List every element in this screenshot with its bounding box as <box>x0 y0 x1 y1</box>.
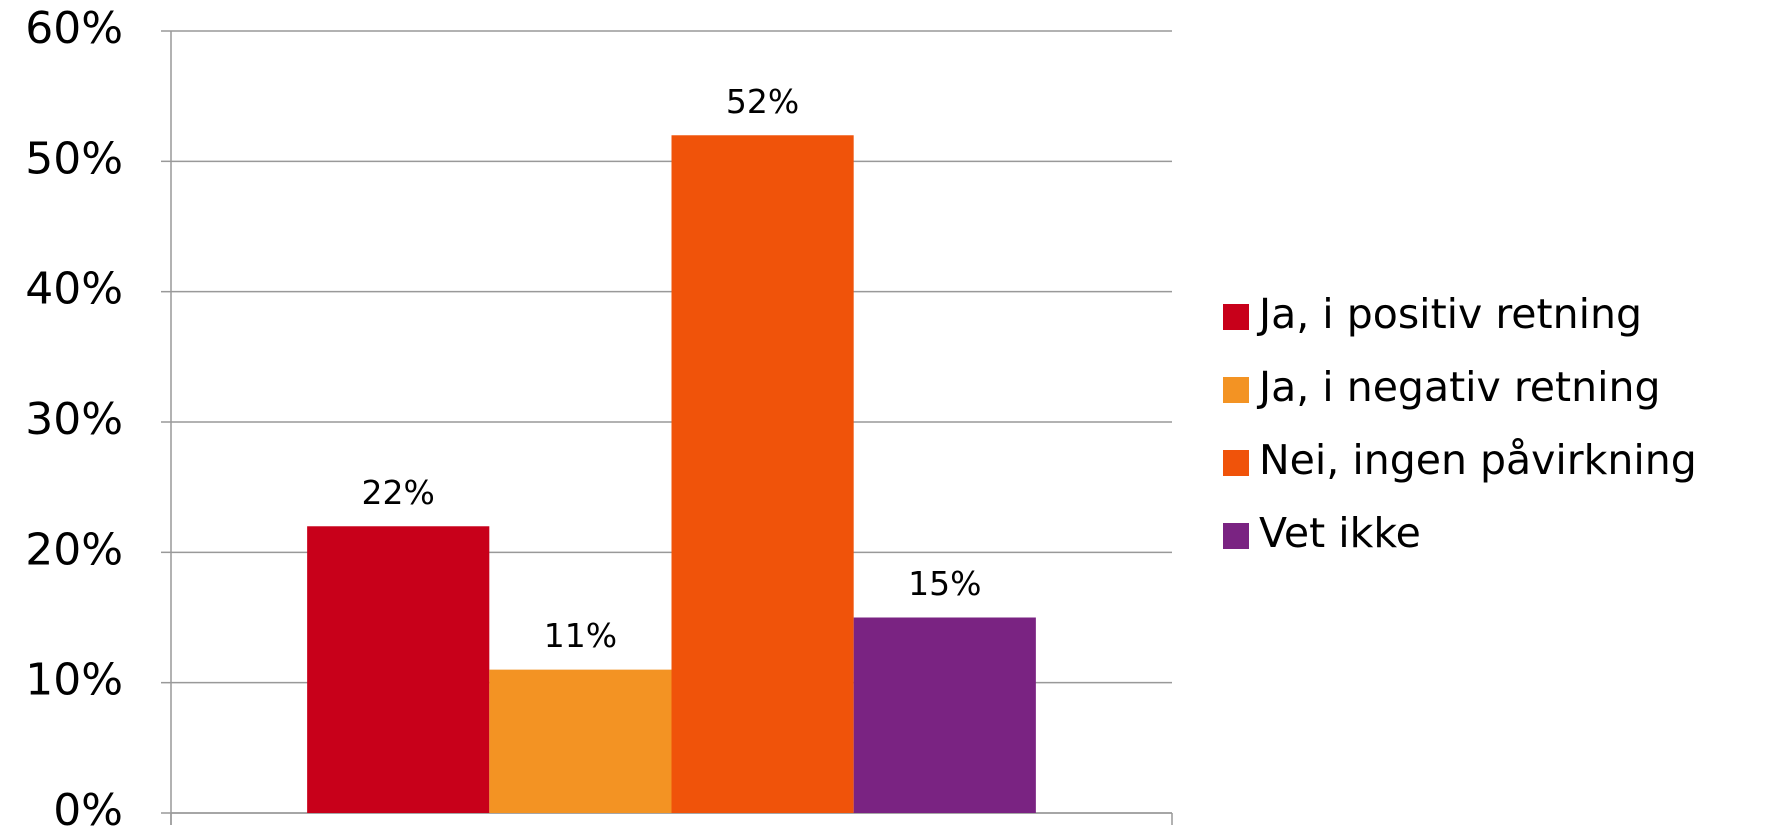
bar <box>307 526 490 813</box>
y-tick-label: 0% <box>53 785 123 829</box>
bar <box>489 669 672 813</box>
legend-label: Ja, i negativ retning <box>1256 363 1660 411</box>
y-tick-label: 60% <box>25 3 123 54</box>
y-tick-label: 40% <box>25 264 123 315</box>
legend-swatch <box>1223 450 1249 476</box>
bar <box>853 617 1036 813</box>
bar <box>671 135 854 813</box>
data-label: 52% <box>726 82 799 121</box>
legend-swatch <box>1223 523 1249 549</box>
y-tick-label: 20% <box>25 524 123 575</box>
legend-label: Vet ikke <box>1259 509 1421 557</box>
y-tick-label: 30% <box>25 394 123 445</box>
y-tick-label: 10% <box>25 655 123 706</box>
legend-label: Nei, ingen påvirkning <box>1259 436 1697 484</box>
legend-swatch <box>1223 377 1249 403</box>
data-label: 22% <box>362 473 435 512</box>
data-label: 11% <box>544 616 617 655</box>
y-tick-label: 50% <box>25 133 123 184</box>
legend-label: Ja, i positiv retning <box>1256 290 1642 338</box>
data-label: 15% <box>908 564 981 603</box>
legend-swatch <box>1223 304 1249 330</box>
